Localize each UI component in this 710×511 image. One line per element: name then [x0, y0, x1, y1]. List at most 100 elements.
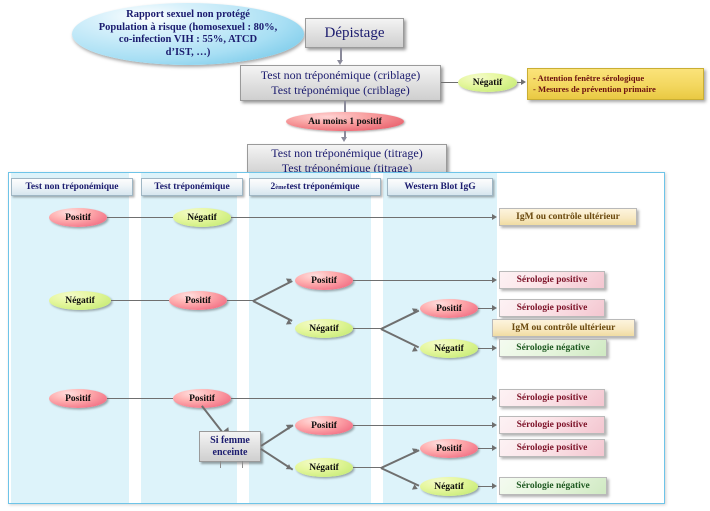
- branch3-arrow-outcome-4: [492, 483, 497, 489]
- negatif-screening-oval: Négatif: [458, 73, 517, 92]
- negatif-screening-label: Négatif: [472, 77, 503, 88]
- connector-depistage-down: [340, 48, 342, 61]
- branch3-outcome-3: Sérologie positive: [499, 439, 605, 457]
- gate-pin-left: [220, 461, 221, 468]
- branch2-col4-negatif-oval: Négatif: [420, 339, 478, 358]
- arrow-depistage-down: [337, 60, 343, 65]
- branch2-col3-negatif-oval: Négatif: [295, 319, 353, 338]
- branch2-col3-positif-oval: Positif: [295, 271, 353, 290]
- depistage-label: Dépistage: [324, 24, 385, 41]
- column-header-3-pre: 2: [270, 182, 276, 192]
- criblage-box: Test non tréponémique (criblage) Test tr…: [240, 65, 441, 101]
- branch3-connector-col2-outcome: [231, 398, 494, 400]
- branch2-col4-positif-label: Positif: [436, 303, 462, 314]
- au-moins-positif-oval: Au moins 1 positif: [286, 112, 404, 131]
- branch3-col3-negatif-oval: Négatif: [295, 458, 353, 477]
- branch1-outcome-igm: IgM ou contrôle ultérieur: [499, 208, 637, 226]
- branch2-outcome-2: Sérologie positive: [499, 299, 605, 317]
- branch3-outcome-1: Sérologie positive: [499, 389, 605, 407]
- column-header-test-treponemique: Test tréponémique: [141, 178, 243, 196]
- branch1-col1-positif-oval: Positif: [49, 208, 107, 227]
- branch3-col4-negatif-label: Négatif: [434, 481, 464, 492]
- gate-pin-right: [242, 461, 243, 468]
- branch2-col1-negatif-oval: Négatif: [49, 291, 111, 310]
- branch3-outcome-2: Sérologie positive: [499, 416, 605, 434]
- connector-criblage-negatif: [441, 82, 458, 84]
- branch3-arrow-outcome-2: [492, 422, 497, 428]
- column-header-3-post: test tréponémique: [286, 182, 360, 192]
- branch3-arrow-outcome-1: [492, 395, 497, 401]
- branch3-outcome-4-label: Sérologie négative: [516, 481, 590, 491]
- branch1-arrow-outcome: [492, 214, 497, 220]
- titrage-line-2: Test tréponémique (titrage): [281, 160, 413, 175]
- branch2-col4-positif-oval: Positif: [420, 299, 478, 318]
- branch3-fork2-stem: [353, 467, 381, 469]
- column-header-3-sup: ème: [275, 183, 287, 191]
- branch2-outcome-4: Sérologie négative: [499, 339, 607, 357]
- branch3-col3-negatif-label: Négatif: [309, 462, 339, 473]
- branch3-col3-positif-oval: Positif: [295, 416, 353, 435]
- column-header-2-label: Test tréponémique: [154, 182, 230, 192]
- stripe-col-3: [249, 173, 371, 503]
- risk-line-2: Population à risque (homosexuel : 80%,: [98, 21, 278, 33]
- gate-line-2: enceinte: [212, 446, 248, 458]
- risk-line-4: d’IST, …): [165, 46, 211, 58]
- branch3-col2-label: Positif: [189, 393, 215, 404]
- branch2-fork2-stem: [353, 328, 381, 330]
- branch2-connector-col4pos-outcome: [478, 308, 494, 310]
- branch1-connector-1-2: [107, 217, 173, 219]
- titrage-line-1: Test non tréponémique (titrage): [271, 145, 423, 160]
- branch3-col2-positif-oval: Positif: [173, 389, 231, 408]
- branch3-connector-col4neg-outcome: [478, 486, 494, 488]
- criblage-line-2: Test tréponémique (criblage): [271, 83, 410, 97]
- si-femme-enceinte-gate: Si femme enceinte: [199, 431, 261, 468]
- branch1-outcome-label: IgM ou contrôle ultérieur: [516, 212, 620, 222]
- branch3-outcome-2-label: Sérologie positive: [516, 420, 588, 430]
- risk-line-3: co-infection VIH : 55%, ATCD: [118, 34, 258, 45]
- branch2-col3-negatif-label: Négatif: [309, 323, 339, 334]
- column-header-4-label: Western Blot IgG: [404, 182, 476, 192]
- branch2-outcome-1-label: Sérologie positive: [516, 275, 588, 285]
- criblage-line-1: Test non tréponémique (criblage): [260, 68, 421, 82]
- branch2-fork-stem: [227, 300, 253, 302]
- connector-aumoins-titrage: [344, 131, 346, 138]
- decision-table-panel: Test non tréponémique Test tréponémique …: [8, 172, 665, 504]
- arrow-negatif-advice: [521, 79, 526, 85]
- branch3-col4-positif-label: Positif: [436, 443, 462, 454]
- stripe-col-1: [11, 173, 129, 503]
- branch3-arrow-outcome-3: [492, 445, 497, 451]
- branch2-outcome-4-label: Sérologie négative: [516, 343, 590, 353]
- column-header-western-blot-igg: Western Blot IgG: [387, 178, 493, 196]
- branch1-connector-2-outcome: [231, 217, 494, 219]
- branch3-connector-col3pos-outcome: [353, 425, 494, 427]
- branch2-connector-col3pos-outcome: [353, 280, 494, 282]
- connector-criblage-aumoins: [344, 101, 346, 112]
- branch1-col1-label: Positif: [65, 212, 91, 223]
- au-moins-positif-label: Au moins 1 positif: [308, 116, 382, 127]
- branch3-col4-negatif-oval: Négatif: [420, 477, 478, 496]
- branch3-outcome-4: Sérologie négative: [499, 477, 607, 495]
- branch3-outcome-3-label: Sérologie positive: [516, 443, 588, 453]
- column-header-2eme-test-treponemique: 2 ème test tréponémique: [249, 178, 381, 196]
- branch1-col2-label: Négatif: [187, 212, 217, 223]
- branch3-col3-positif-label: Positif: [311, 420, 337, 431]
- risk-population-oval: Rapport sexuel non protégé Population à …: [72, 3, 304, 65]
- branch2-arrow-outcome-2: [492, 305, 497, 311]
- branch3-connector-1-2: [107, 398, 173, 400]
- advice-line-1: - Attention fenêtre sérologique: [533, 72, 645, 83]
- branch2-outcome-3-label: IgM ou contrôle ultérieur: [511, 323, 616, 333]
- depistage-box: Dépistage: [305, 18, 404, 48]
- gate-line-1: Si femme: [210, 434, 250, 446]
- branch2-connector-col4neg-outcome: [478, 348, 494, 350]
- branch3-connector-col4pos-outcome: [478, 448, 494, 450]
- branch3-col1-label: Positif: [65, 393, 91, 404]
- advice-line-2: - Mesures de prévention primaire: [533, 84, 656, 94]
- branch2-col2-positif-oval: Positif: [169, 291, 227, 310]
- branch3-outcome-1-label: Sérologie positive: [516, 393, 588, 403]
- branch2-col4-negatif-label: Négatif: [434, 343, 464, 354]
- branch2-arrow-outcome-1: [492, 277, 497, 283]
- branch3-col4-positif-oval: Positif: [420, 439, 478, 458]
- branch2-outcome-3: IgM ou contrôle ultérieur: [492, 319, 635, 337]
- branch3-col1-positif-oval: Positif: [49, 389, 107, 408]
- column-header-1-label: Test non tréponémique: [25, 182, 119, 192]
